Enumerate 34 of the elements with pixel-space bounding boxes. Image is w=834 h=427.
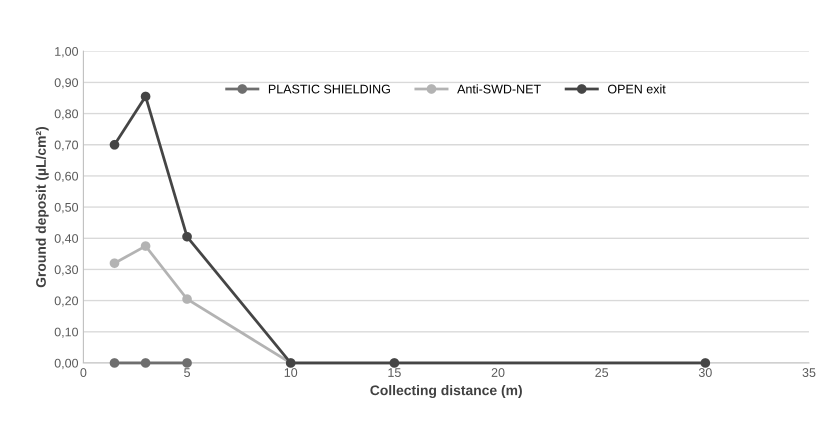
y-tick-label: 0,10 xyxy=(54,328,78,338)
point xyxy=(700,358,710,368)
point xyxy=(140,241,150,251)
point xyxy=(110,358,120,368)
legend-label: OPEN exit xyxy=(608,84,666,94)
x-tick-label: 5 xyxy=(184,368,190,377)
y-tick-label: 1,00 xyxy=(55,47,78,58)
x-tick-label: 30 xyxy=(698,368,712,377)
y-tick-label: 0,50 xyxy=(54,202,78,214)
y-tick-label: 0,20 xyxy=(54,296,78,307)
x-tick-label: 15 xyxy=(388,368,401,377)
y-tick-label: 0,40 xyxy=(54,234,78,244)
y-tick-label: 0,30 xyxy=(54,265,78,276)
point xyxy=(110,140,120,150)
y-tick-label: 0,60 xyxy=(54,172,78,182)
x-tick-label: 0 xyxy=(80,368,86,377)
point xyxy=(182,232,192,242)
point xyxy=(182,358,192,368)
legend-label: Anti-SWD-NET xyxy=(457,84,541,94)
point xyxy=(182,294,192,304)
x-tick-label: 10 xyxy=(284,368,298,377)
x-tick-label: 25 xyxy=(595,368,608,377)
y-tick-label: 0,00 xyxy=(54,358,78,370)
y-axis-title: Ground deposit (µL/cm²) xyxy=(36,127,49,288)
y-tick-label: 0,70 xyxy=(54,140,78,151)
point xyxy=(140,358,150,368)
point xyxy=(140,92,150,102)
x-tick-label: 35 xyxy=(802,368,816,377)
point xyxy=(110,258,120,268)
y-tick-label: 0,80 xyxy=(54,109,78,120)
x-tick-label: 20 xyxy=(492,368,504,377)
x-axis-title: Collecting distance (m) xyxy=(370,385,522,398)
legend-label: PLASTIC SHIELDING xyxy=(268,84,390,94)
y-tick-label: 0,90 xyxy=(54,78,78,89)
